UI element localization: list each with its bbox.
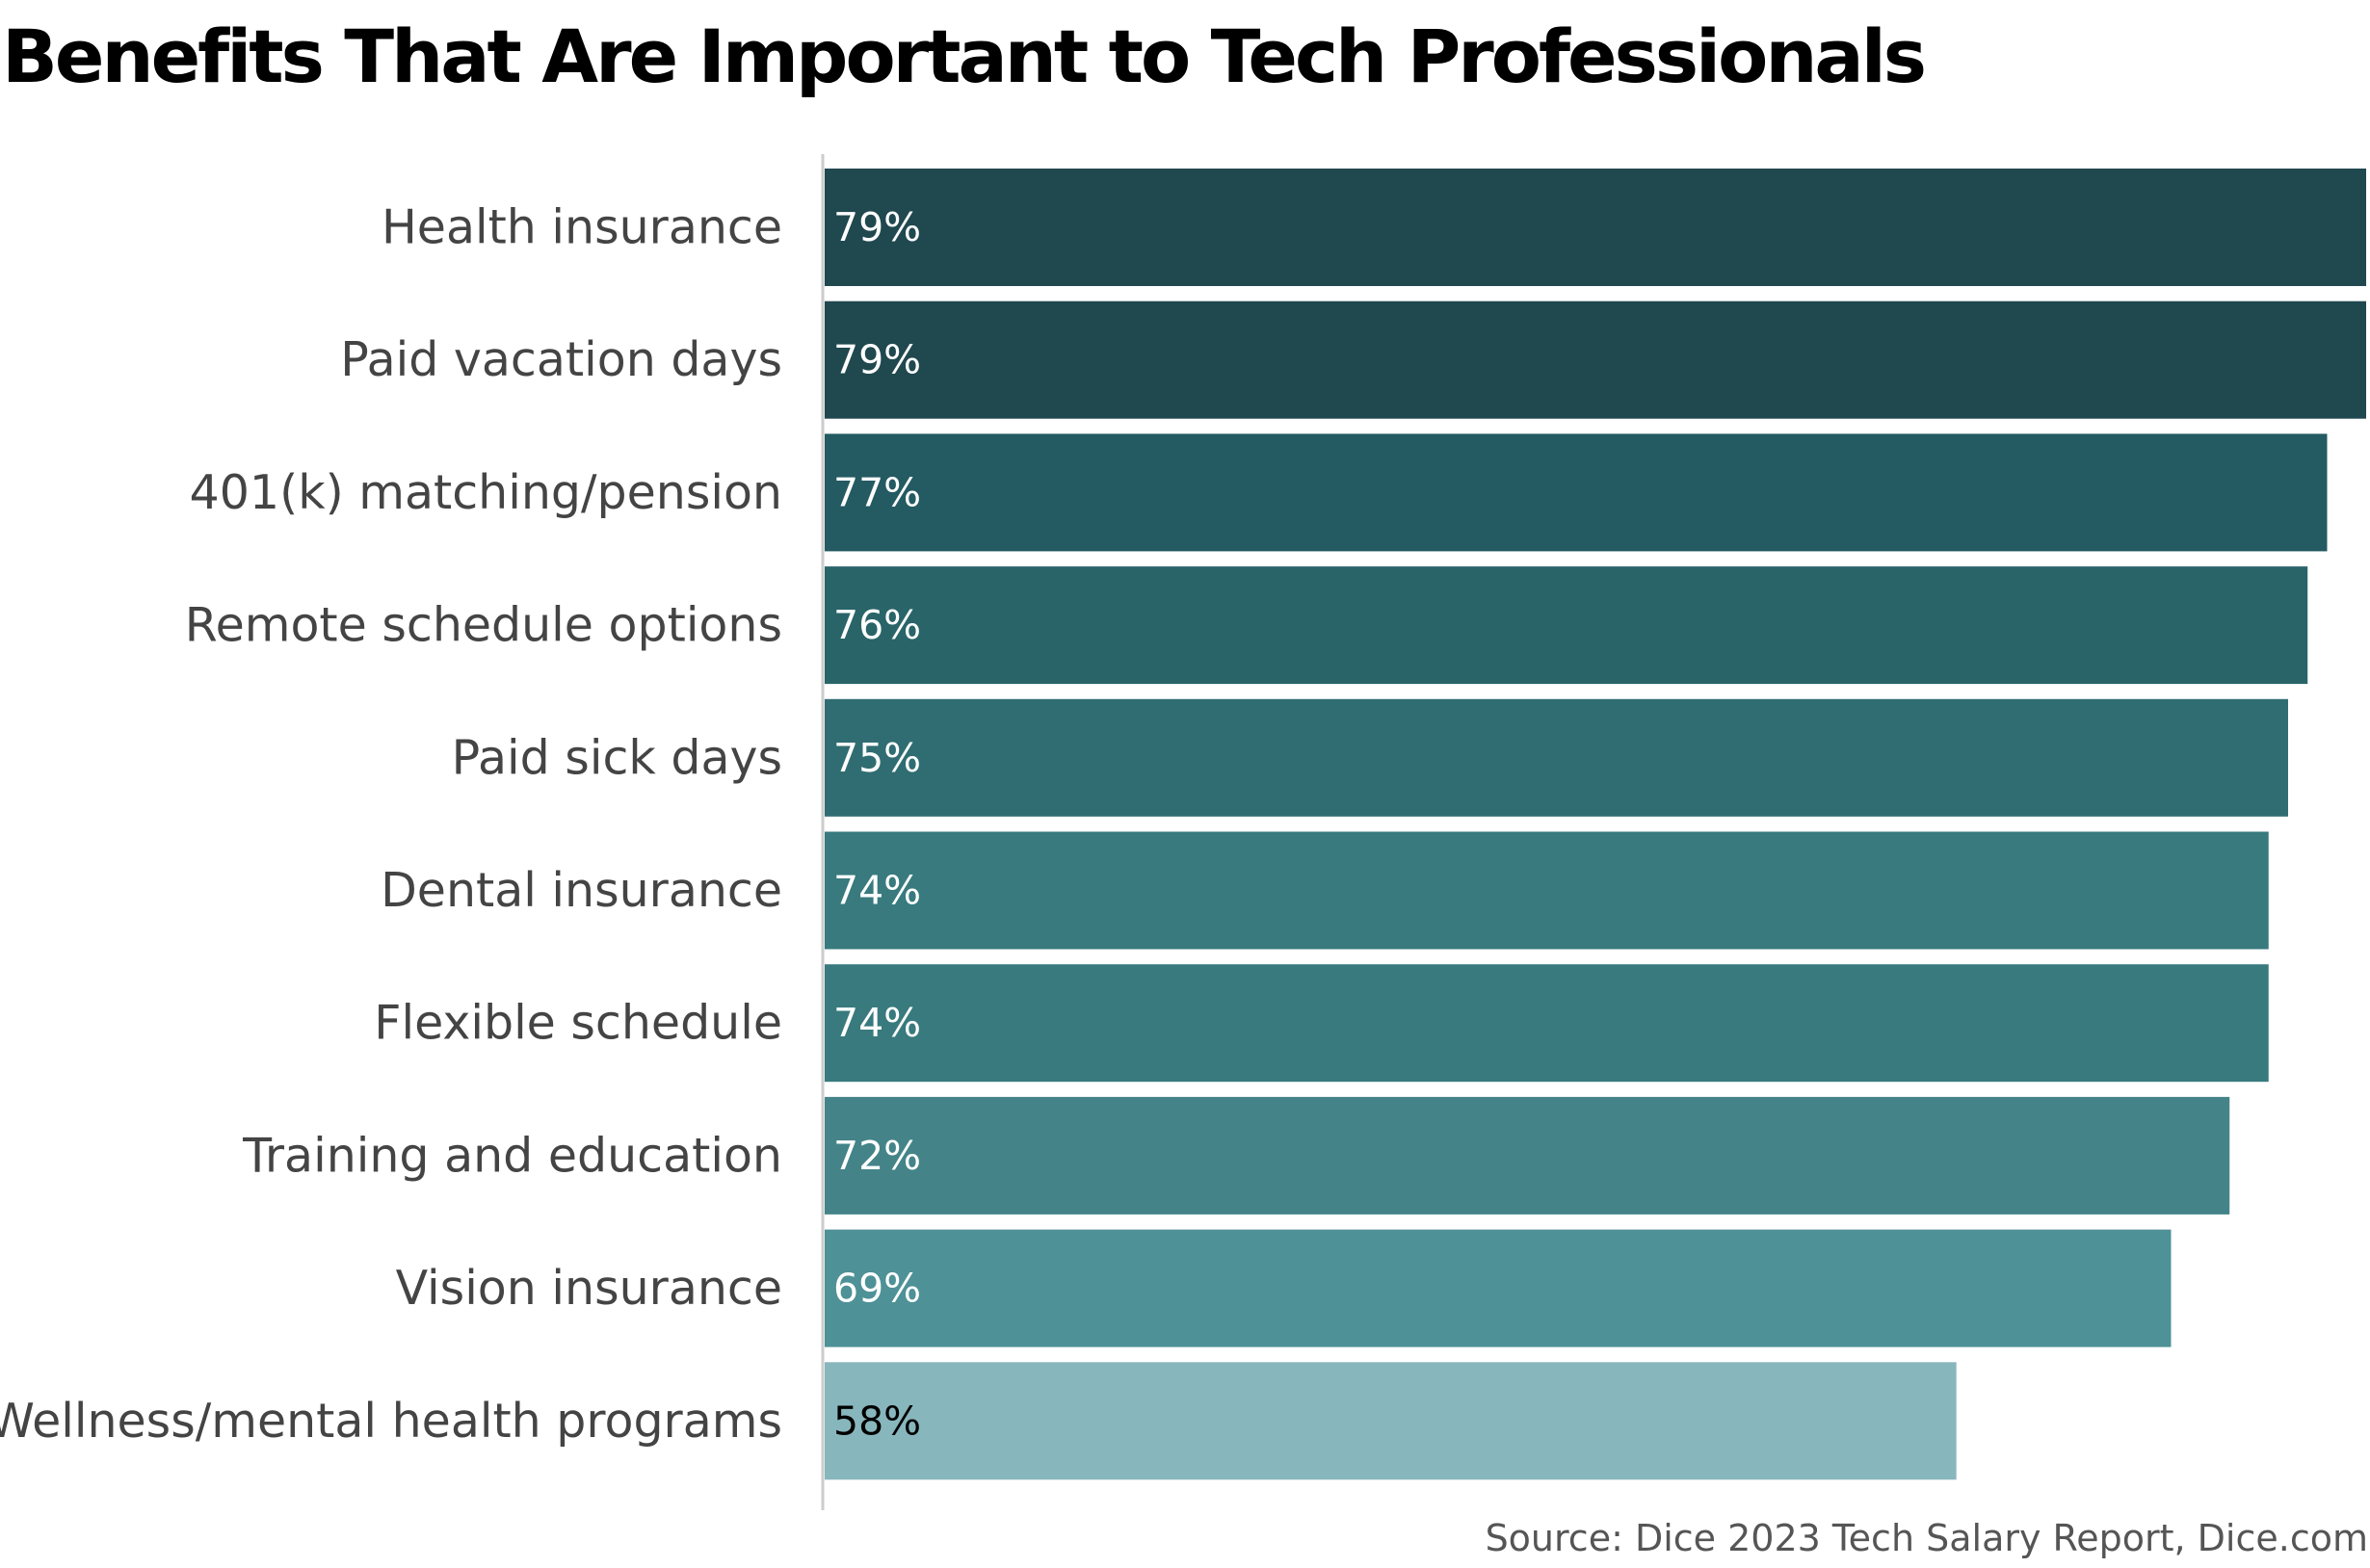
data-label: 79% (833, 204, 921, 250)
bar (825, 698, 2288, 817)
data-label: 75% (833, 735, 921, 781)
data-label: 76% (833, 602, 921, 648)
bar (825, 1096, 2230, 1215)
bar (825, 566, 2308, 685)
bar (825, 1362, 1957, 1480)
bar (825, 831, 2269, 950)
data-label: 58% (833, 1398, 921, 1444)
data-label: 69% (833, 1266, 921, 1312)
chart-title: Benefits That Are Important to Tech Prof… (2, 13, 1927, 99)
category-label: Paid sick days (452, 730, 782, 785)
bar (825, 1229, 2172, 1347)
bar (825, 301, 2366, 419)
category-label: Training and education (242, 1128, 782, 1183)
bar (825, 964, 2269, 1083)
category-label: Remote schedule options (185, 598, 782, 653)
bar (825, 169, 2366, 286)
category-label: Paid vacation days (340, 332, 782, 387)
category-label: Vision insurance (396, 1261, 782, 1316)
data-label: 77% (833, 469, 921, 515)
category-label: 401(k) matching/pension (190, 465, 782, 520)
data-label: 72% (833, 1133, 921, 1179)
data-label: 79% (833, 337, 921, 383)
data-label: 74% (833, 1000, 921, 1046)
category-label: Flexible schedule (374, 996, 782, 1051)
category-label: Health insurance (382, 200, 782, 255)
source-note: Source: Dice 2023 Tech Salary Report, Di… (1485, 1517, 2368, 1559)
category-label: Dental insurance (381, 863, 782, 918)
bar (825, 433, 2328, 552)
category-label: Wellness/mental health programs (0, 1394, 782, 1449)
data-label: 74% (833, 868, 921, 914)
